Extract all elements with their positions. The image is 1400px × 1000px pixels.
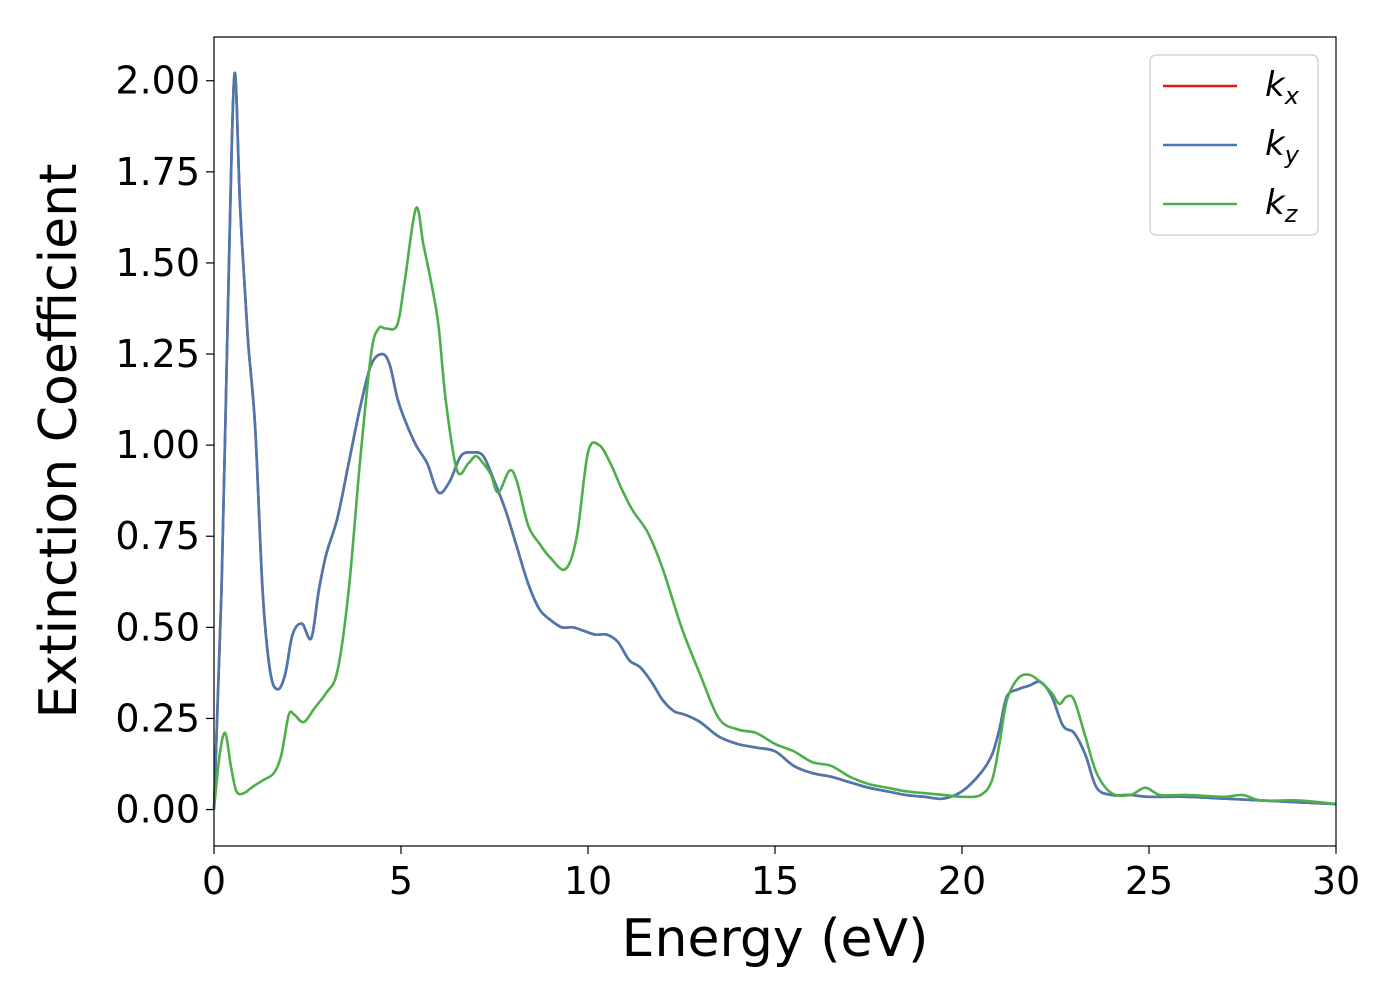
- y-tick-label: 0.50: [115, 605, 200, 649]
- y-tick-label: 0.00: [115, 788, 200, 832]
- y-tick-label: 0.25: [115, 696, 200, 740]
- x-tick-label: 15: [751, 859, 799, 903]
- x-tick-label: 25: [1125, 859, 1173, 903]
- y-tick-label: 1.50: [115, 241, 200, 285]
- y-axis-ticks: 0.00 0.25 0.50 0.75 1.00 1.25 1.50 1.75 2.00: [115, 59, 214, 832]
- x-tick-label: 30: [1312, 859, 1360, 903]
- y-tick-label: 1.75: [115, 150, 200, 194]
- y-tick-label: 1.00: [115, 423, 200, 467]
- series-layer: [212, 71, 1337, 810]
- series-line-ky: [212, 71, 1337, 810]
- y-tick-label: 0.75: [115, 514, 200, 558]
- x-axis-title: Energy (eV): [622, 909, 929, 969]
- x-tick-label: 0: [202, 859, 226, 903]
- y-tick-label: 2.00: [115, 59, 200, 103]
- y-axis-title: Extinction Coefficient: [29, 164, 89, 719]
- x-tick-label: 10: [564, 859, 612, 903]
- x-tick-label: 5: [389, 859, 413, 903]
- plot-frame: [213, 36, 1337, 847]
- y-tick-label: 1.25: [115, 332, 200, 376]
- series-line-kz: [212, 206, 1337, 810]
- x-tick-label: 20: [938, 859, 986, 903]
- x-axis-ticks: 0 5 10 15 20 25 30: [202, 846, 1360, 903]
